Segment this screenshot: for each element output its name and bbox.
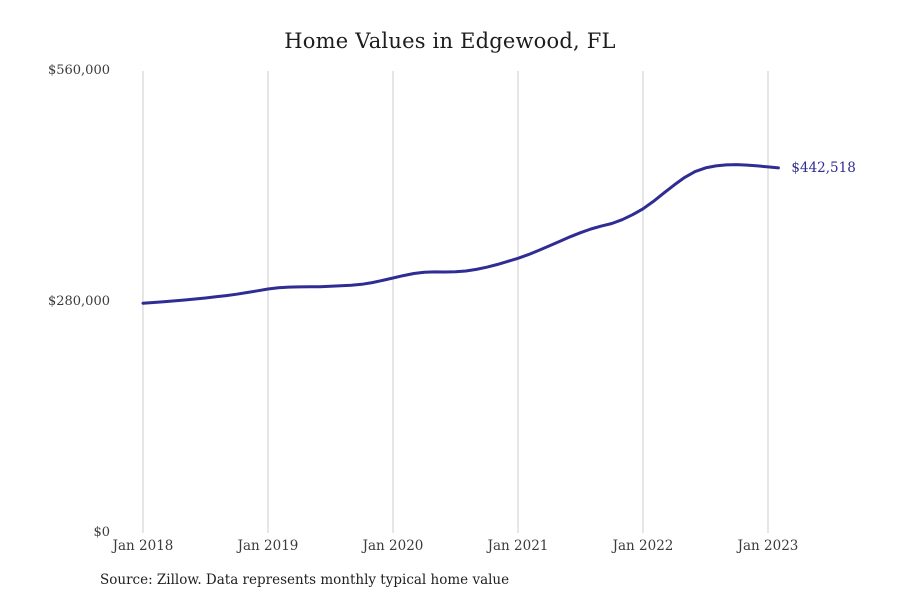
y-axis-tick-label: $560,000	[47, 63, 110, 78]
home-value-line-series	[141, 163, 780, 305]
x-axis-tick-label: Jan 2018	[112, 538, 174, 554]
y-axis-tick-label: $0	[93, 525, 110, 540]
x-axis-tick-label: Jan 2020	[362, 538, 424, 554]
chart-title: Home Values in Edgewood, FL	[284, 29, 616, 53]
source-note: Source: Zillow. Data represents monthly …	[100, 572, 510, 588]
x-axis-tick-label: Jan 2022	[612, 538, 674, 554]
y-axis-tick-label: $280,000	[47, 294, 110, 309]
latest-value-label: $442,518	[791, 159, 856, 176]
x-axis-tick-label: Jan 2019	[237, 538, 299, 554]
x-axis-tick-label: Jan 2023	[737, 538, 799, 554]
year-gridlines	[142, 71, 769, 533]
x-axis-tick-label: Jan 2021	[487, 538, 549, 554]
